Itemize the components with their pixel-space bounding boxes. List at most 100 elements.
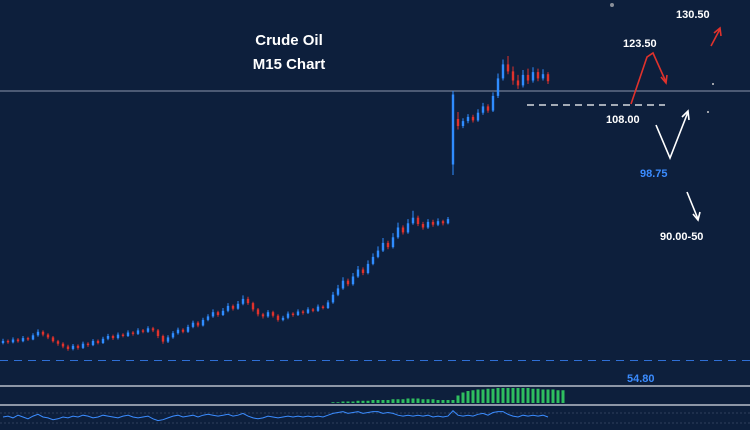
macd-bar [506,388,510,403]
macd-bar [441,400,445,403]
candle-bear [96,340,100,343]
candle-bear [416,217,420,224]
macd-bar [466,391,470,403]
candle-bear [41,331,45,335]
candle-bear [301,311,305,313]
candle-bear [516,80,520,86]
macd-bar [531,388,535,403]
candle-bear [46,334,50,338]
candle-bull [406,223,410,233]
candles-group [1,56,550,351]
white-down-arrow [686,191,699,220]
candle-bull [106,336,110,339]
macd-bar [361,400,365,403]
macd-bar [356,400,360,403]
macd-bar [461,392,465,403]
candle-bull [241,298,245,304]
white-arrowhead-icon [681,109,690,121]
candle-bull [356,269,360,277]
macd-bar [386,400,390,403]
candle-bull [146,328,150,332]
candle-bull [211,312,215,317]
candle-bull [296,311,300,315]
candle-bear [401,227,405,233]
macd-bar [371,400,375,403]
candle-bull [226,305,230,311]
candle-bull [411,217,415,224]
candle-bull [436,221,440,225]
candle-bear [76,345,80,348]
level-label-108-00: 108.00 [606,114,640,126]
candle-bear [161,336,165,342]
candle-bear [66,346,70,349]
candle-bear [546,74,550,82]
macd-bar [331,402,335,403]
macd-bar [346,401,350,403]
candle-bear [156,330,160,336]
candle-bear [121,334,125,336]
macd-bar [431,399,435,403]
candle-bull [396,227,400,238]
macd-bar [391,399,395,403]
candle-bull [496,78,500,96]
candle-bull [81,343,85,348]
candle-bull [446,219,450,224]
macd-bar [456,395,460,403]
candle-bull [481,106,485,113]
candle-bull [316,306,320,311]
candle-bear [321,306,325,308]
candle-bull [201,319,205,326]
candle-bull [326,302,330,308]
candle-bull [491,95,495,111]
candle-bull [351,276,355,285]
white-projection-path [655,111,689,161]
candle-bull [461,121,465,126]
macd-bar [341,401,345,403]
macd-bar [381,400,385,403]
macd-bar [546,389,550,403]
candle-bull [426,221,430,228]
candle-bear [256,309,260,315]
candle-bull [541,74,545,79]
macd-bar [556,390,560,403]
marker-dot [707,111,709,113]
candle-bear [511,71,515,81]
candle-bear [86,343,90,346]
macd-bar [401,399,405,403]
candle-bear [16,339,20,342]
macd-bar [561,390,565,403]
macd-bar [411,398,415,403]
macd-bar [516,388,520,403]
candle-bull [376,250,380,257]
candle-bear [311,309,315,311]
candle-bear [271,312,275,316]
macd-bar [436,400,440,403]
candle-bull [381,242,385,251]
candle-bull [531,72,535,81]
candle-bull [36,331,40,336]
candle-bull [31,335,35,340]
macd-bar [406,398,410,403]
macd-bar [426,399,430,403]
candle-bear [111,336,115,339]
candle-bull [11,339,15,343]
candle-bull [166,337,170,342]
candle-bear [441,221,445,224]
red-up-arrow [710,28,721,47]
candle-bull [176,329,180,334]
white-down-arrowhead-icon [692,211,701,222]
macd-bar [446,400,450,403]
macd-bar [351,401,355,403]
candle-bull [91,340,95,346]
candle-bear [26,338,30,340]
candle-bear [291,313,295,315]
macd-bar [551,389,555,403]
macd-bar [536,388,540,403]
macd-bar [476,389,480,403]
macd-bar [481,389,485,403]
candle-bear [246,298,250,304]
candle-bear [196,322,200,326]
macd-bar [396,399,400,403]
candle-bull [221,310,225,315]
